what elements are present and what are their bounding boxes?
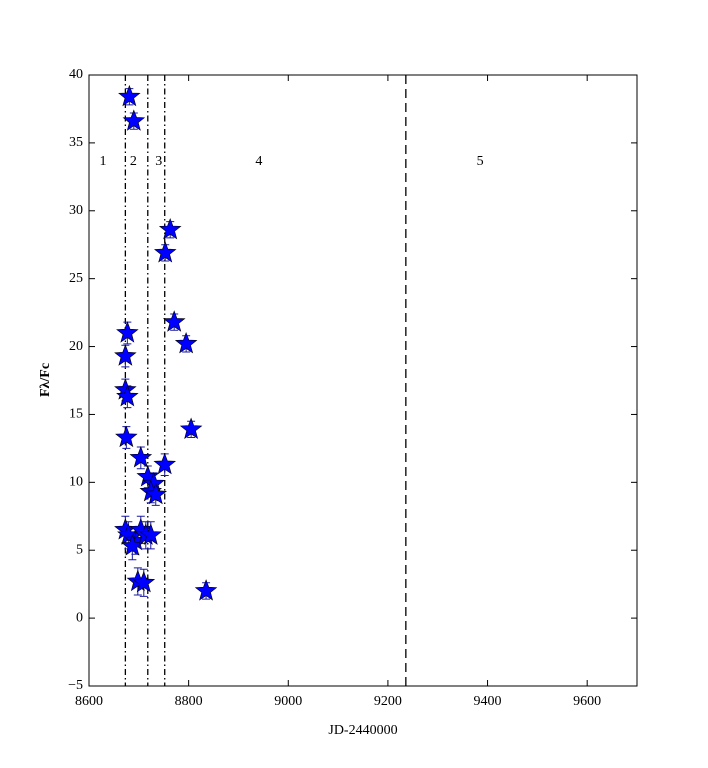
data-point: [116, 321, 139, 343]
y-tick-label: 10: [69, 475, 83, 490]
region-label: 2: [130, 154, 137, 169]
y-tick-label: −5: [68, 678, 83, 693]
y-tick-label: 35: [69, 135, 83, 150]
x-axis-label: JD-2440000: [328, 723, 397, 738]
data-point: [118, 84, 141, 107]
region-label: 4: [255, 154, 262, 169]
x-tick-label: 9200: [374, 694, 402, 709]
x-tick-label: 9400: [474, 694, 502, 709]
x-tick-label: 8800: [175, 694, 203, 709]
data-point: [116, 384, 139, 407]
y-tick-label: 0: [76, 610, 83, 625]
y-tick-label: 5: [76, 542, 83, 557]
data-point: [174, 331, 198, 354]
data-point: [122, 109, 146, 131]
data-point: [153, 452, 177, 475]
data-point: [158, 217, 182, 240]
y-tick-label: 40: [69, 67, 83, 82]
data-point: [132, 570, 156, 593]
x-tick-label: 9000: [274, 694, 302, 709]
data-point: [115, 425, 138, 448]
data-point: [129, 446, 153, 468]
y-tick-label: 30: [69, 203, 83, 218]
y-tick-label: 15: [69, 407, 83, 422]
y-tick-label: 20: [69, 339, 83, 354]
data-point: [179, 417, 203, 439]
x-tick-label: 9600: [573, 694, 601, 709]
data-point: [194, 579, 218, 601]
data-point: [153, 241, 177, 263]
y-axis-label: Fλ/Fc: [38, 363, 53, 397]
region-label: 3: [155, 154, 162, 169]
data-point: [144, 482, 168, 505]
data-point: [162, 310, 186, 332]
x-tick-label: 8600: [75, 694, 103, 709]
data-point: [114, 344, 137, 366]
plot-frame: [88, 74, 638, 687]
y-tick-label: 25: [69, 271, 83, 286]
region-label: 1: [99, 154, 106, 169]
region-label: 5: [477, 154, 484, 169]
data-point: [139, 523, 163, 545]
